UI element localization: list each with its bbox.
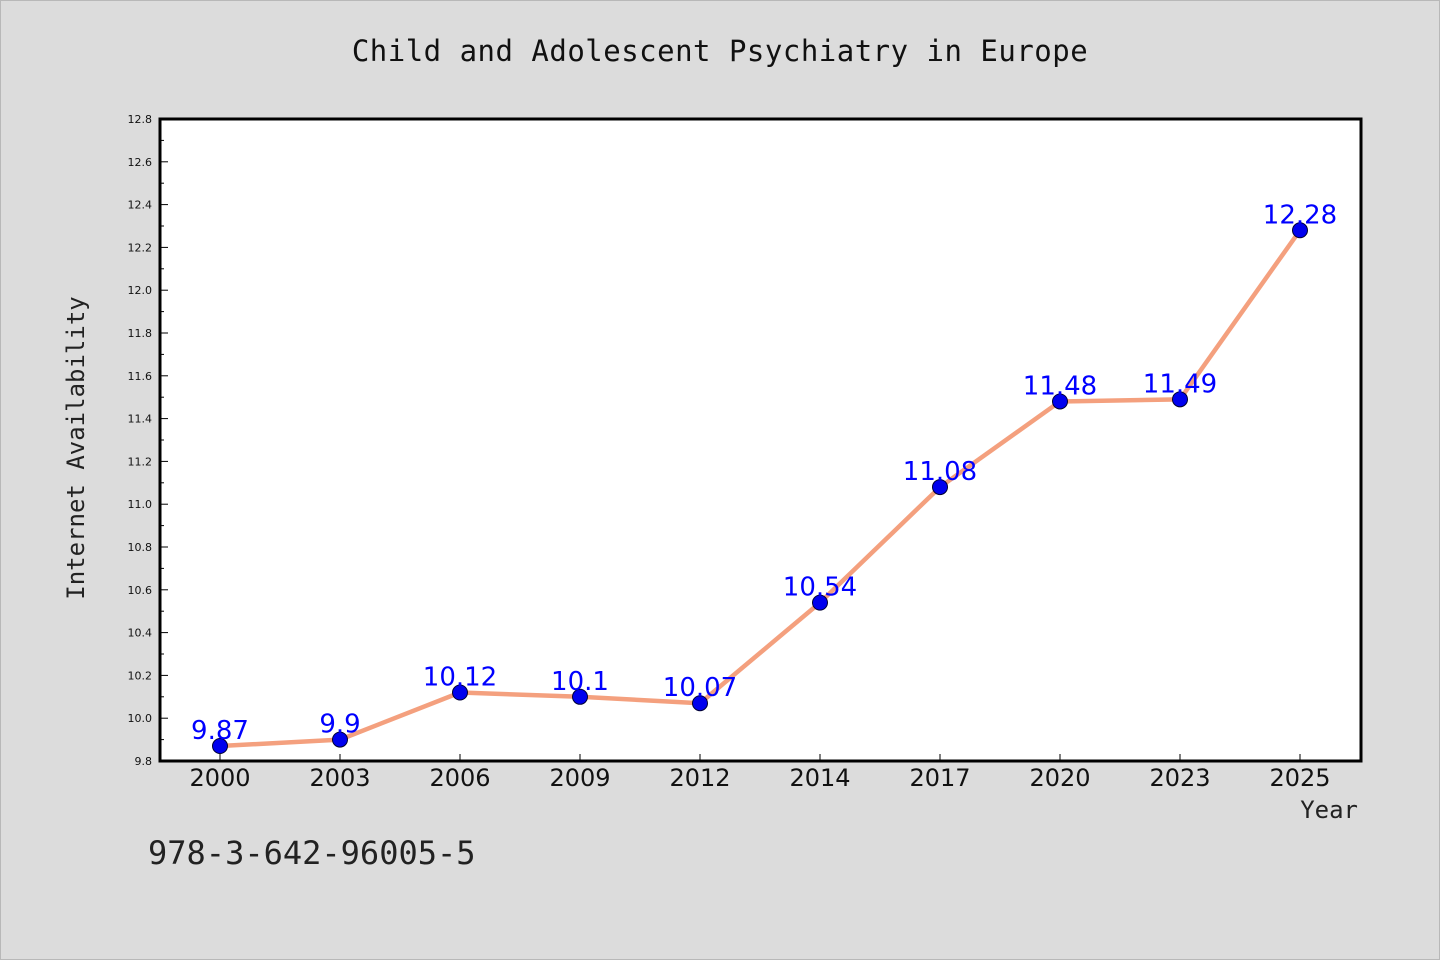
data-point [1292, 222, 1308, 239]
y-tick-label: 10.6 [128, 584, 153, 597]
y-tick-label: 11.8 [128, 327, 153, 340]
x-tick-label: 2000 [189, 764, 250, 792]
x-tick-label: 2020 [1029, 764, 1090, 792]
data-point [1052, 393, 1068, 410]
y-tick-label: 11.2 [128, 455, 153, 468]
x-tick-label: 2012 [669, 764, 730, 792]
data-label: 10.1 [551, 667, 609, 697]
chart-title: Child and Adolescent Psychiatry in Europ… [351, 34, 1089, 68]
x-tick-label: 2023 [1149, 764, 1210, 792]
x-axis-label: Year [1300, 796, 1358, 824]
y-tick-label: 12.2 [128, 241, 153, 254]
data-label: 11.48 [1023, 371, 1097, 401]
data-label: 11.08 [903, 457, 977, 487]
data-point [452, 684, 468, 701]
x-tick-label: 2017 [909, 764, 970, 792]
footer-isbn: 978-3-642-96005-5 [148, 834, 476, 872]
data-point [1172, 391, 1188, 408]
y-tick-label: 12.6 [128, 156, 153, 169]
y-tick-label: 12.0 [128, 284, 153, 297]
data-label: 11.49 [1143, 369, 1217, 399]
y-tick-label: 10.4 [128, 627, 153, 640]
plot-area [160, 119, 1361, 761]
y-tick-label: 11.6 [128, 370, 153, 383]
y-tick-label: 10.2 [128, 669, 153, 682]
y-tick-label: 11.0 [128, 498, 153, 511]
data-point [692, 695, 708, 712]
y-tick-label: 9.8 [135, 755, 153, 768]
data-label: 10.54 [783, 573, 857, 603]
y-tick-label: 12.8 [128, 113, 153, 126]
series-line [217, 228, 1303, 749]
data-label: 9.9 [319, 710, 360, 740]
data-label: 10.07 [663, 673, 737, 703]
y-tick-label: 10.0 [128, 712, 153, 725]
y-tick-label: 10.8 [128, 541, 153, 554]
data-point [332, 731, 348, 748]
data-point [932, 479, 948, 496]
x-tick-label: 2009 [549, 764, 610, 792]
data-label: 9.87 [191, 716, 249, 746]
y-tick-label: 11.4 [128, 413, 153, 426]
x-tick-label: 2003 [309, 764, 370, 792]
data-label: 10.12 [423, 663, 497, 693]
x-tick-label: 2025 [1269, 764, 1330, 792]
x-tick-label: 2006 [429, 764, 490, 792]
data-label: 12.28 [1263, 200, 1337, 230]
x-tick-label: 2014 [789, 764, 850, 792]
data-point [812, 594, 828, 611]
data-point [212, 738, 228, 755]
plot-frame [158, 117, 1363, 763]
y-tick-label: 12.4 [128, 199, 153, 212]
data-point [572, 688, 588, 705]
